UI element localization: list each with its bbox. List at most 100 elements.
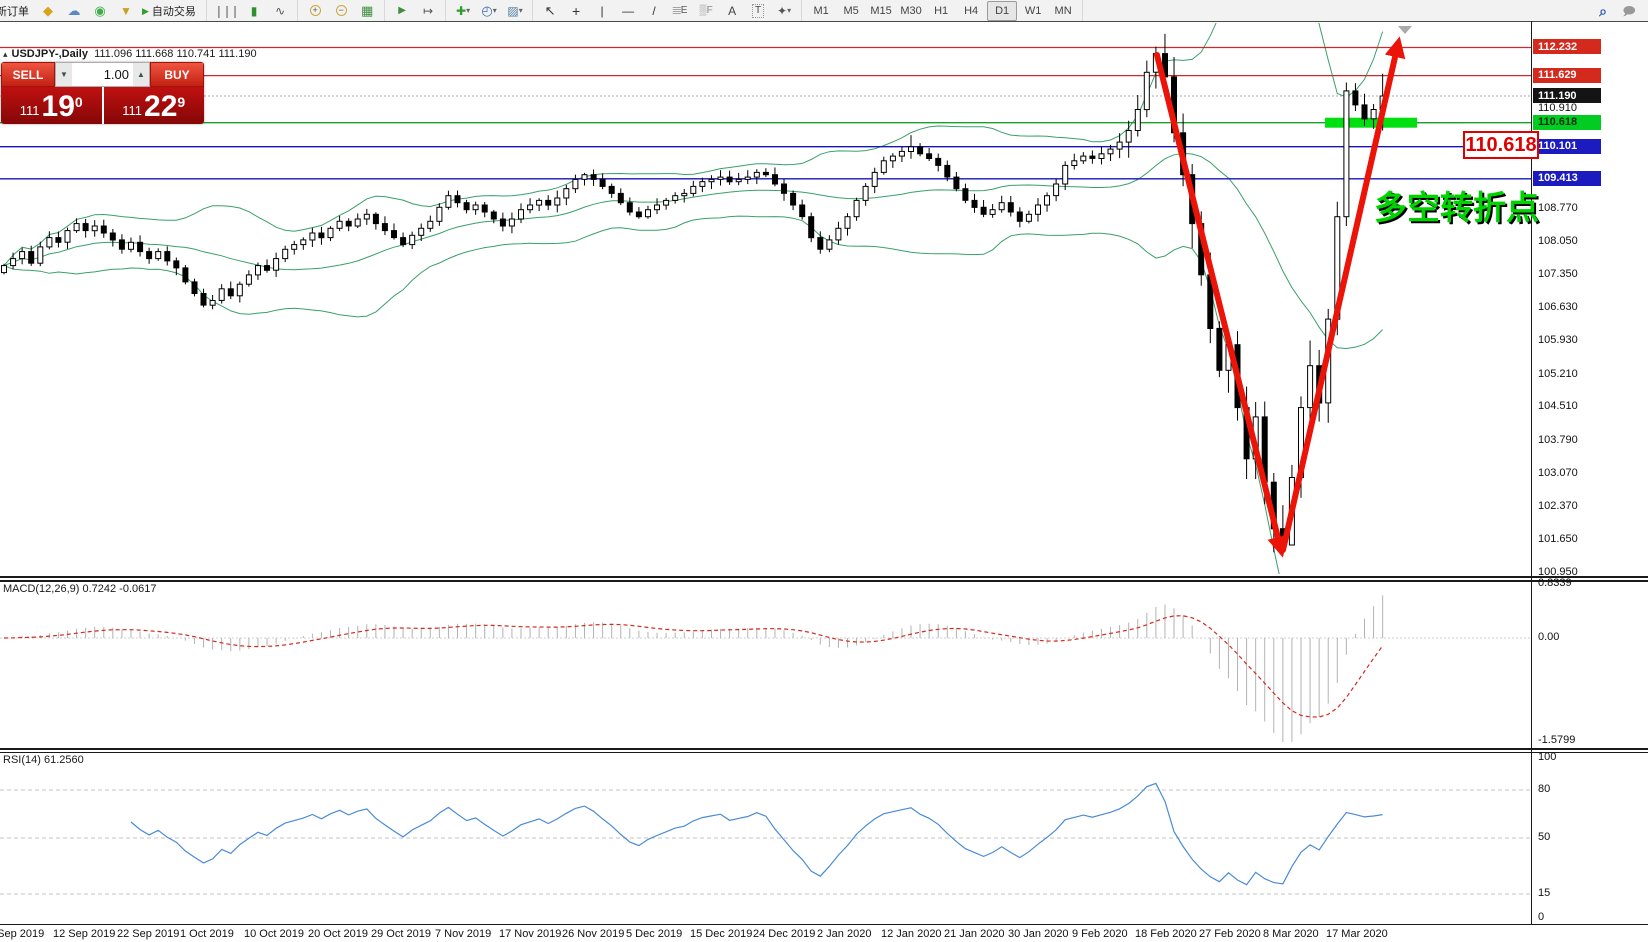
date-tick-label: 18 Feb 2020 (1135, 928, 1197, 940)
sell-price[interactable]: 111 19 0 (1, 87, 104, 124)
macd-axis-label: -1.5799 (1538, 734, 1576, 746)
price-badge: 111.629 (1533, 67, 1601, 83)
periods-icon[interactable]: ◴ ▾ (481, 2, 497, 18)
sell-button[interactable]: SELL (1, 62, 55, 87)
zoom-out-icon[interactable]: − (329, 2, 353, 20)
price-tick-label: 104.510 (1538, 400, 1578, 413)
fibonacci-icon[interactable]: 𝄙E (672, 4, 688, 16)
rsi-axis-label: 80 (1538, 783, 1551, 795)
price-badge: 109.413 (1533, 170, 1601, 186)
timeframe-d1-button[interactable]: D1 (987, 0, 1018, 21)
community-icon[interactable]: 🗩 (1622, 3, 1636, 18)
date-tick-label: 1 Oct 2019 (180, 928, 234, 940)
chart-shift-icon[interactable]: ↦ (423, 3, 434, 18)
text-label-icon[interactable]: T (746, 2, 770, 20)
sell-price-big: 19 (41, 90, 75, 123)
crosshair-icon[interactable]: + (572, 2, 581, 19)
volume-input[interactable]: 1.00 (103, 67, 129, 82)
price-tick-label: 102.370 (1538, 499, 1578, 512)
macd-axis-label: 0.8339 (1538, 577, 1572, 589)
buy-button[interactable]: BUY (150, 62, 204, 87)
volume-decrease-button[interactable]: ▼ (56, 63, 72, 86)
volume-increase-button[interactable]: ▲ (133, 63, 149, 86)
date-tick-label: 9 Feb 2020 (1072, 928, 1128, 940)
date-tick-label: 12 Jan 2020 (881, 928, 942, 940)
chart-frame-line (0, 21, 1648, 22)
level-price-box: 110.618 (1463, 131, 1539, 159)
date-tick-label: 5 Dec 2019 (626, 928, 683, 940)
toolbar: 新订单 ◆ ☁ ◉ ▼ ▶ 自动交易 ❘❘❘ ▮ ∿ + − ▦ ▶ ↦ ✚ ▾ ◴ ▾ ▨ ▾ ↖ + | — / 𝄙E ▒F A T ✦… (0, 0, 1648, 21)
new-chart-icon[interactable]: ✚ ▾ (456, 3, 471, 18)
price-badge: 111.190 (1533, 88, 1601, 103)
price-badge: 112.232 (1533, 39, 1601, 55)
grid-icon[interactable]: ▒F (699, 4, 713, 16)
chart-svg[interactable] (0, 21, 1648, 942)
price-tick-label: 105.930 (1538, 334, 1578, 347)
rsi-axis-label: 100 (1538, 751, 1557, 763)
timeframe-m1-button[interactable]: M1 (813, 4, 829, 17)
search-icon[interactable]: ⌕ (1599, 2, 1607, 19)
timeframe-mn-button[interactable]: MN (1054, 4, 1072, 17)
rsi-axis-label: 15 (1538, 887, 1551, 899)
new-order-icon[interactable]: ◆ (43, 2, 53, 18)
price-tick-label: 107.350 (1538, 267, 1578, 280)
chart-title: ▴ USDJPY-,Daily 111.096 111.668 110.741 1… (3, 48, 257, 60)
date-tick-label: 29 Oct 2019 (371, 928, 431, 940)
date-tick-label: 21 Jan 2020 (944, 928, 1005, 940)
autotrade-icon[interactable]: ▼ (120, 3, 132, 18)
date-tick-label: 10 Oct 2019 (244, 928, 304, 940)
price-axis[interactable]: 110.910 108.770 108.050 107.350 106.630 105.9… (1532, 21, 1648, 926)
price-tick-label: 103.070 (1538, 467, 1578, 480)
date-tick-label: 26 Nov 2019 (562, 928, 625, 940)
tile-windows-icon[interactable]: ▦ (360, 2, 374, 18)
buy-price[interactable]: 111 22 9 (104, 87, 205, 124)
auto-scroll-icon[interactable]: ▶ (398, 4, 406, 16)
date-tick-label: 7 Nov 2019 (435, 928, 492, 940)
macd-indicator-label: MACD(12,26,9) 0.7242 -0.0617 (3, 583, 157, 595)
turning-point-annotation: 多空转折点 (1374, 189, 1539, 226)
date-tick-label: 30 Jan 2020 (1008, 928, 1069, 940)
date-tick-label: 27 Feb 2020 (1199, 928, 1261, 940)
date-tick-label: 20 Oct 2019 (308, 928, 368, 940)
autotrade-button[interactable]: ▶ 自动交易 (142, 5, 196, 18)
horizontal-line-icon[interactable]: — (622, 3, 635, 18)
date-tick-label: 22 Sep 2019 (117, 928, 180, 940)
timeframe-h1-button[interactable]: H1 (934, 4, 949, 17)
symbol-period-label: USDJPY-,Daily (11, 48, 88, 60)
templates-icon[interactable]: ▨ ▾ (507, 3, 523, 18)
timeframe-w1-button[interactable]: W1 (1024, 4, 1042, 17)
trendline-icon[interactable]: / (652, 3, 656, 18)
text-icon[interactable]: A (728, 3, 737, 18)
line-chart-icon[interactable]: ∿ (275, 3, 286, 18)
bar-chart-icon[interactable]: ❘❘❘ (213, 3, 240, 18)
timeframe-m30-button[interactable]: M30 (900, 4, 922, 17)
zoom-in-icon[interactable]: + (303, 2, 327, 20)
sell-price-sup: 0 (74, 94, 83, 110)
date-tick-label: 2 Jan 2020 (817, 928, 872, 940)
signals-icon[interactable]: ◉ (94, 2, 106, 18)
price-tick-label: 105.210 (1538, 367, 1578, 380)
cursor-icon[interactable]: ↖ (544, 2, 556, 18)
date-tick-label: 3 Sep 2019 (0, 928, 45, 940)
vertical-line-icon[interactable]: | (600, 3, 604, 18)
price-tick-label: 103.790 (1538, 433, 1578, 446)
rsi-indicator-label: RSI(14) 61.2560 (3, 754, 84, 766)
macd-axis-label: 0.00 (1538, 631, 1560, 643)
chart-canvas[interactable]: ▴ USDJPY-,Daily 111.096 111.668 110.741 1… (0, 21, 1648, 942)
buy-price-sup: 9 (177, 94, 186, 110)
collapse-panel-icon[interactable]: ▴ (3, 49, 8, 59)
date-tick-label: 8 Mar 2020 (1263, 928, 1319, 940)
new-order-button[interactable]: 新订单 (0, 5, 29, 18)
price-tick-label: 101.650 (1538, 533, 1578, 546)
timeframe-m5-button[interactable]: M5 (843, 4, 859, 17)
ohlc-values: 111.096 111.668 110.741 111.190 (94, 48, 257, 60)
price-tick-label: 108.770 (1538, 201, 1578, 214)
price-badge: 110.618 (1533, 114, 1601, 130)
timeframe-m15-button[interactable]: M15 (870, 4, 892, 17)
rsi-axis-label: 50 (1538, 831, 1551, 843)
candlestick-icon[interactable]: ▮ (250, 3, 258, 18)
mql5-cloud-icon[interactable]: ☁ (67, 2, 81, 18)
arrows-icon[interactable]: ✦ ▾ (777, 3, 792, 18)
timeframe-h4-button[interactable]: H4 (964, 4, 979, 17)
